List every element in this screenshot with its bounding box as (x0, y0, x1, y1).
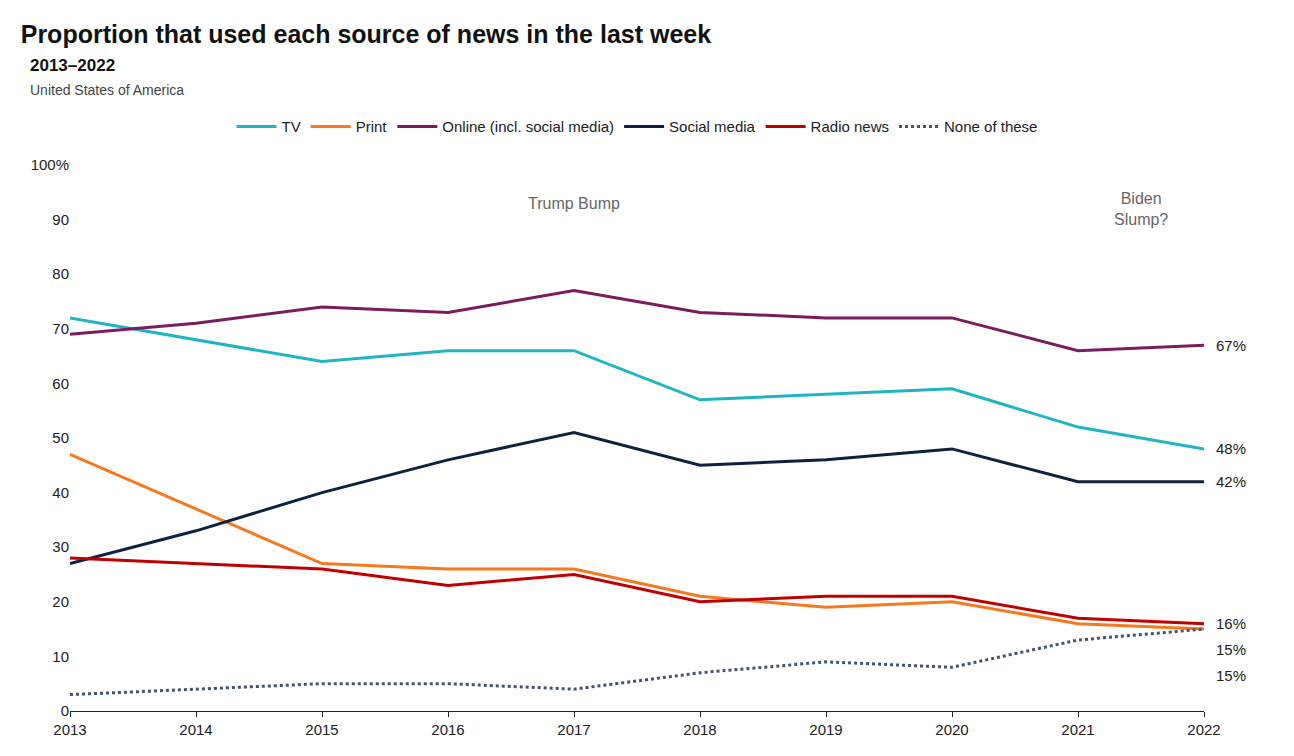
svg-text:15%: 15% (1216, 641, 1246, 658)
svg-text:TV: TV (282, 118, 301, 135)
svg-text:0: 0 (61, 702, 69, 719)
svg-text:2021: 2021 (1061, 721, 1094, 738)
svg-text:2013: 2013 (53, 721, 86, 738)
svg-text:20: 20 (52, 593, 69, 610)
svg-text:2022: 2022 (1187, 721, 1220, 738)
svg-text:BidenSlump?: BidenSlump? (1114, 190, 1168, 228)
svg-text:50: 50 (52, 429, 69, 446)
svg-text:16%: 16% (1216, 615, 1246, 632)
svg-text:Proportion that used each sour: Proportion that used each source of news… (21, 20, 712, 48)
svg-text:100%: 100% (31, 156, 69, 173)
svg-text:2020: 2020 (935, 721, 968, 738)
svg-text:70: 70 (52, 320, 69, 337)
svg-text:30: 30 (52, 538, 69, 555)
svg-text:2019: 2019 (809, 721, 842, 738)
svg-text:2018: 2018 (683, 721, 716, 738)
svg-text:2015: 2015 (305, 721, 338, 738)
svg-text:2017: 2017 (557, 721, 590, 738)
svg-text:2016: 2016 (431, 721, 464, 738)
svg-text:15%: 15% (1216, 667, 1246, 684)
svg-text:None of these: None of these (944, 118, 1037, 135)
svg-text:2013–2022: 2013–2022 (30, 56, 115, 75)
svg-text:10: 10 (52, 648, 69, 665)
svg-text:Social media: Social media (669, 118, 756, 135)
svg-text:2014: 2014 (179, 721, 212, 738)
svg-text:67%: 67% (1216, 337, 1246, 354)
svg-text:Trump Bump: Trump Bump (528, 195, 620, 212)
svg-text:Radio news: Radio news (811, 118, 889, 135)
svg-text:42%: 42% (1216, 473, 1246, 490)
svg-text:90: 90 (52, 211, 69, 228)
svg-text:Online (incl. social media): Online (incl. social media) (442, 118, 614, 135)
svg-text:United States of America: United States of America (30, 82, 184, 98)
svg-text:48%: 48% (1216, 440, 1246, 457)
svg-text:60: 60 (52, 375, 69, 392)
svg-text:40: 40 (52, 484, 69, 501)
svg-text:Print: Print (356, 118, 388, 135)
svg-text:80: 80 (52, 265, 69, 282)
